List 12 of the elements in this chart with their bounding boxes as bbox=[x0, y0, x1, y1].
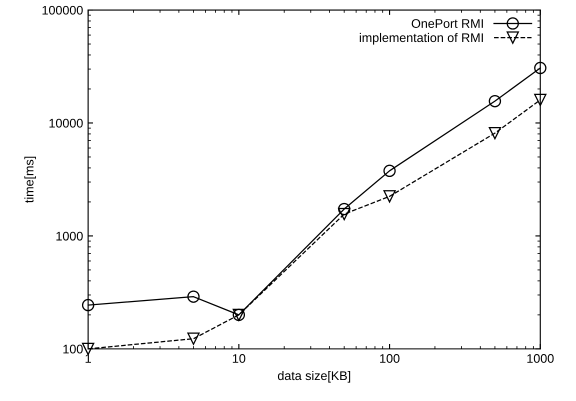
legend-label: OnePort RMI bbox=[412, 19, 483, 28]
y-tick-label: 100 bbox=[63, 344, 83, 354]
y-tick-label: 1000 bbox=[56, 232, 83, 241]
x-tick-label: 1000 bbox=[527, 354, 554, 363]
y-axis-title: time[ms] bbox=[24, 156, 36, 203]
x-axis-title: data size[KB] bbox=[278, 370, 350, 383]
x-tick-label: 1 bbox=[86, 354, 91, 363]
legend-label: implementation of RMI bbox=[360, 32, 483, 45]
y-tick-label: 10000 bbox=[49, 118, 83, 128]
y-tick-label: 100000 bbox=[42, 6, 83, 15]
x-tick-label: 10 bbox=[232, 354, 246, 363]
x-tick-label: 100 bbox=[380, 354, 400, 363]
